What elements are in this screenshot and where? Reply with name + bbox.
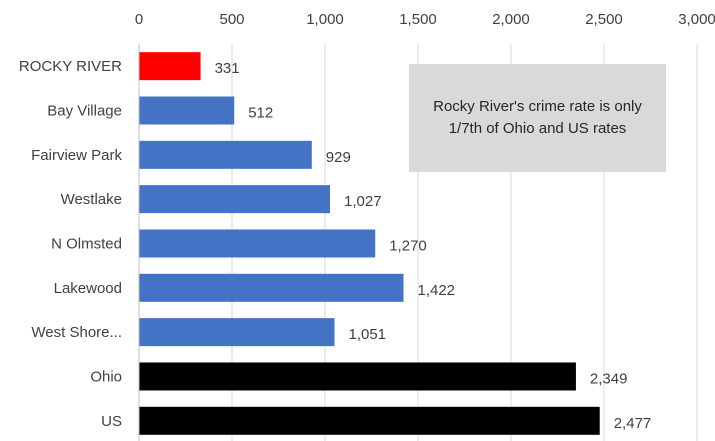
x-tick-label: 500 xyxy=(219,11,244,28)
bar xyxy=(139,140,312,169)
bar xyxy=(139,52,201,81)
category-label: Lakewood xyxy=(54,280,122,297)
bars xyxy=(139,52,600,435)
x-tick-label: 0 xyxy=(135,11,143,28)
bar xyxy=(139,96,235,125)
category-label: ROCKY RIVER xyxy=(19,58,122,75)
category-label: N Olmsted xyxy=(51,235,122,252)
category-label: US xyxy=(101,413,122,430)
data-label: 512 xyxy=(248,104,273,121)
data-label: 1,027 xyxy=(344,193,382,210)
data-label: 2,477 xyxy=(614,415,652,432)
data-label: 1,270 xyxy=(389,237,427,254)
data-label: 331 xyxy=(215,60,240,77)
bar xyxy=(139,185,331,214)
x-tick-label: 2,500 xyxy=(585,11,623,28)
data-label: 929 xyxy=(326,149,351,166)
annotation-text: Rocky River's crime rate is only 1/7th o… xyxy=(433,98,642,137)
data-label: 1,051 xyxy=(348,326,386,343)
category-label: Bay Village xyxy=(47,102,122,119)
value-labels: 331 512 929 1,027 1,270 1,422 1,051 2,349 2,477 xyxy=(215,60,652,432)
annotation-box: Rocky River's crime rate is only 1/7th o… xyxy=(409,64,666,172)
x-tick-label: 2,000 xyxy=(492,11,530,28)
bar xyxy=(139,406,600,435)
bar xyxy=(139,273,404,302)
x-tick-label: 1,000 xyxy=(306,11,344,28)
x-tick-label: 1,500 xyxy=(399,11,437,28)
category-labels: ROCKY RIVER Bay Village Fairview Park Westl… xyxy=(19,58,123,430)
bar xyxy=(139,362,576,391)
category-label: Westlake xyxy=(61,191,122,208)
data-label: 1,422 xyxy=(417,282,455,299)
bar xyxy=(139,229,376,258)
category-label: Ohio xyxy=(90,368,122,385)
x-tick-label: 3,000 xyxy=(678,11,715,28)
x-axis-ticks: 0 500 1,000 1,500 2,000 2,500 3,000 xyxy=(135,11,715,28)
category-label: Fairview Park xyxy=(31,147,122,164)
data-label: 2,349 xyxy=(590,370,628,387)
bar xyxy=(139,318,335,347)
category-label: West Shore... xyxy=(31,324,122,341)
